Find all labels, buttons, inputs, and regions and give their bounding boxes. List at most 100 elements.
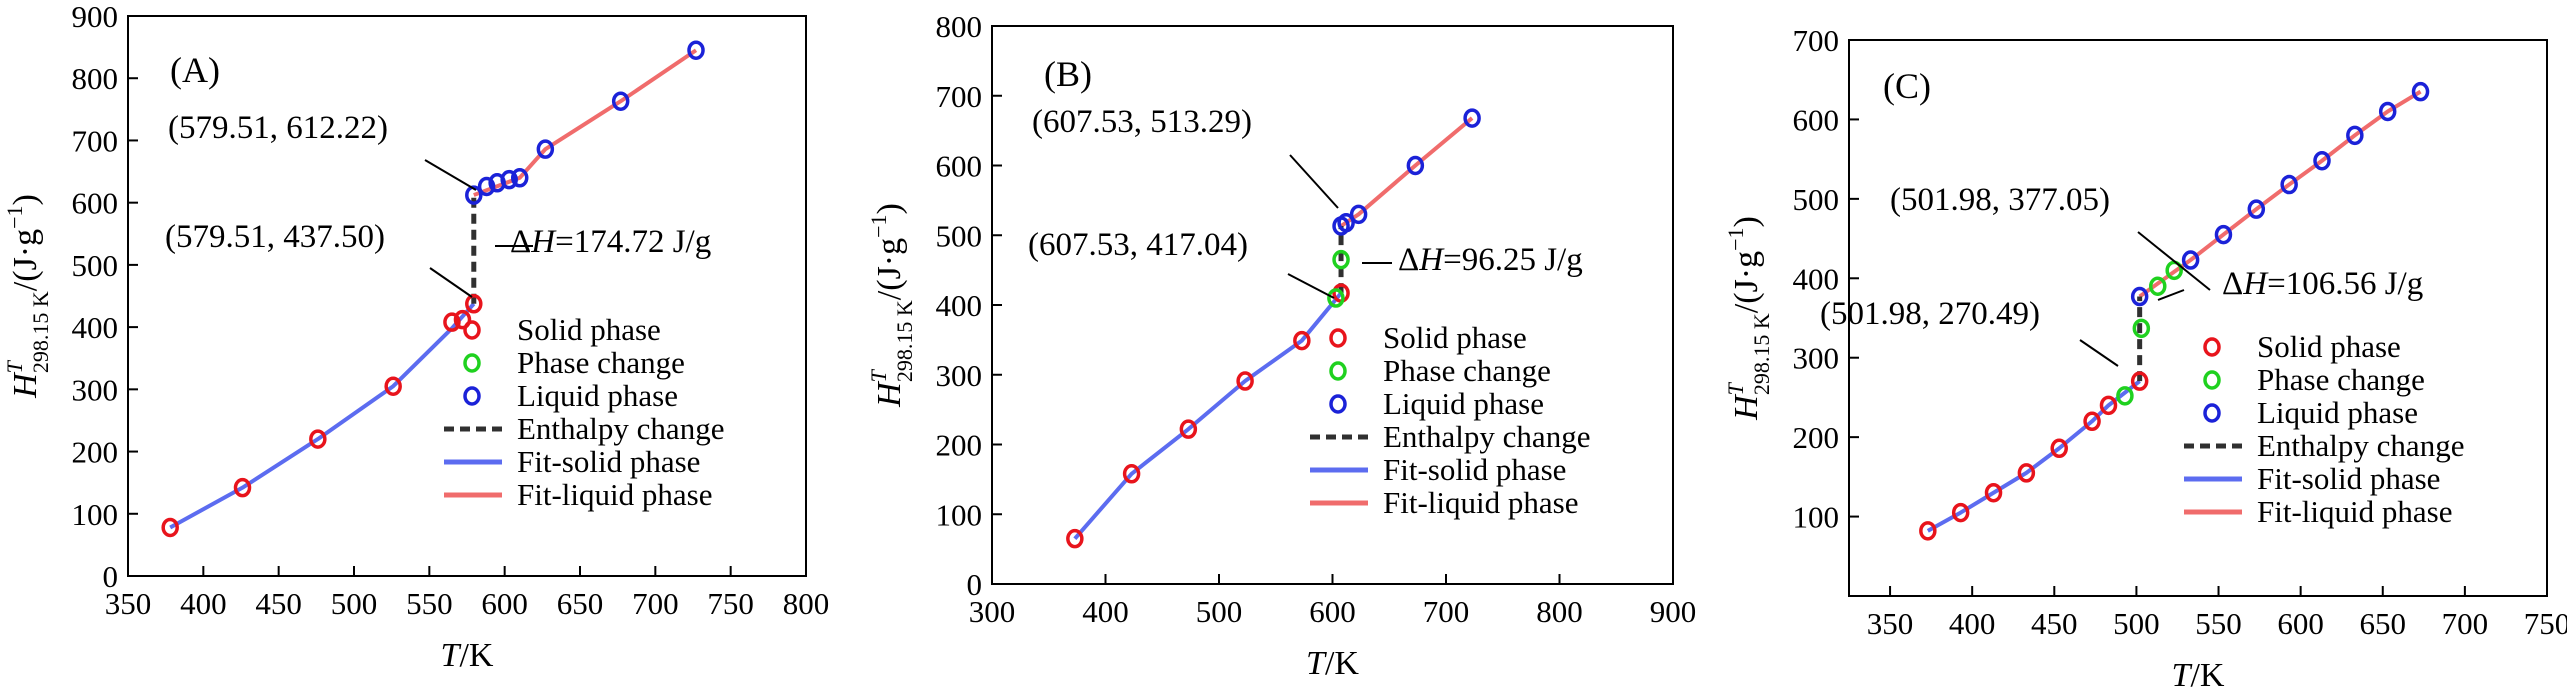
legend-label: Phase change xyxy=(2257,362,2425,397)
solid-phase-point xyxy=(1293,330,1311,351)
legend-label: Enthalpy change xyxy=(2257,428,2464,463)
solid-phase-point xyxy=(384,376,402,396)
x-tick-label: 500 xyxy=(1196,594,1243,629)
legend-item-fit-solid: Fit-solid phase xyxy=(1310,452,1566,487)
y-tick-label: 300 xyxy=(72,372,119,407)
plot-frame xyxy=(127,15,807,577)
solid-phase-point xyxy=(1951,502,1970,523)
legend-item-fit-solid: Fit-solid phase xyxy=(2184,461,2440,496)
x-tick-label: 300 xyxy=(969,594,1016,629)
y-tick-label: 500 xyxy=(936,218,983,253)
liquid-phase-point xyxy=(687,40,705,60)
y-axis-label: HT298.15 K/(J·g−1) xyxy=(1723,216,1774,421)
x-tick-label: 350 xyxy=(105,586,152,621)
y-tick-label: 300 xyxy=(936,358,983,393)
panel-label: (A) xyxy=(170,50,220,90)
annotation-leader xyxy=(1287,273,1335,299)
legend-marker xyxy=(1329,394,1347,414)
solid-phase-point xyxy=(2083,411,2101,432)
legend-marker xyxy=(2203,337,2221,357)
liquid-phase-point xyxy=(1337,212,1355,233)
liquid-phase-point xyxy=(2181,250,2200,270)
annotation-label: ΔH=106.56 J/g xyxy=(2222,266,2423,302)
x-tick-label: 500 xyxy=(331,586,378,621)
legend-item-fit-liquid: Fit-liquid phase xyxy=(2184,494,2452,529)
x-tick-label: 700 xyxy=(632,586,679,621)
legend-item-phase: Phase change xyxy=(1329,353,1551,388)
y-tick-label: 200 xyxy=(1793,420,1840,455)
y-tick-label: 800 xyxy=(72,61,119,96)
x-tick-label: 800 xyxy=(1536,594,1583,629)
x-tick-label: 600 xyxy=(1309,594,1356,629)
x-tick-label: 550 xyxy=(2195,606,2242,641)
liquid-phase-point xyxy=(500,169,518,190)
annotation-label: (501.98, 377.05) xyxy=(1890,182,2110,218)
x-tick-label: 900 xyxy=(1650,594,1697,629)
liquid-phase-point xyxy=(2411,81,2430,102)
solid-phase-point xyxy=(1066,528,1084,549)
legend-label: Fit-solid phase xyxy=(2257,461,2440,496)
liquid-phase-point xyxy=(1349,204,1368,225)
liquid-phase-point xyxy=(2130,286,2149,307)
annotation-label: ΔH=96.25 J/g xyxy=(1398,242,1583,278)
solid-phase-point xyxy=(2050,438,2068,459)
x-tick-label: 750 xyxy=(707,586,754,621)
plot-frame xyxy=(1848,39,2548,597)
legend-item-solid: Solid phase xyxy=(1329,320,1527,355)
solid-phase-point xyxy=(465,294,483,314)
y-tick-label: 600 xyxy=(936,149,983,184)
solid-phase-point xyxy=(1919,521,1937,541)
liquid-phase-point xyxy=(611,91,630,111)
liquid-phase-point xyxy=(536,139,555,159)
liquid-phase-point xyxy=(465,185,483,205)
legend-label: Enthalpy change xyxy=(517,411,724,446)
y-tick-label: 400 xyxy=(936,288,983,323)
legend-label: Fit-liquid phase xyxy=(1383,485,1578,520)
legend-label: Fit-solid phase xyxy=(1383,452,1566,487)
liquid-phase-point xyxy=(2214,224,2233,245)
legend-label: Solid phase xyxy=(2257,329,2401,364)
x-tick-label: 500 xyxy=(2113,606,2160,641)
y-tick-label: 800 xyxy=(936,9,983,44)
legend-label: Liquid phase xyxy=(1383,386,1544,421)
x-tick-label: 600 xyxy=(2277,606,2324,641)
y-tick-label: 0 xyxy=(103,559,119,594)
annotation-label: (579.51, 612.22) xyxy=(168,110,388,146)
x-tick-label: 550 xyxy=(406,586,453,621)
y-tick-label: 700 xyxy=(936,79,983,114)
legend-item-liquid: Liquid phase xyxy=(2203,395,2418,430)
solid-phase-point xyxy=(2017,463,2036,483)
x-tick-label: 400 xyxy=(180,586,227,621)
x-tick-label: 450 xyxy=(2031,606,2078,641)
y-tick-label: 700 xyxy=(72,123,119,158)
legend-marker xyxy=(1329,328,1347,348)
liquid-phase-point xyxy=(2280,174,2298,195)
x-tick-label: 700 xyxy=(1423,594,1470,629)
annotation-label: (501.98, 270.49) xyxy=(1820,296,2040,332)
annotation-leader xyxy=(2079,339,2119,367)
legend-label: Fit-solid phase xyxy=(517,444,700,479)
y-tick-label: 400 xyxy=(72,310,119,345)
legend-marker xyxy=(1329,361,1347,381)
legend-marker xyxy=(2203,370,2221,390)
solid-phase-point xyxy=(1179,419,1198,439)
y-tick-label: 100 xyxy=(936,497,983,532)
annotation-label: ΔH=174.72 J/g xyxy=(510,224,711,260)
legend-item-fit-liquid: Fit-liquid phase xyxy=(1310,485,1578,520)
liquid-phase-point xyxy=(2378,101,2397,122)
panel-label: (C) xyxy=(1883,66,1931,106)
y-tick-label: 600 xyxy=(72,186,119,221)
legend-item-enthalpy: Enthalpy change xyxy=(1310,419,1590,454)
x-tick-label: 350 xyxy=(1867,606,1914,641)
legend-item-enthalpy: Enthalpy change xyxy=(2184,428,2464,463)
legend-label: Liquid phase xyxy=(517,378,678,413)
solid-phase-point xyxy=(453,309,472,330)
y-tick-label: 600 xyxy=(1793,102,1840,137)
x-tick-label: 750 xyxy=(2524,606,2567,641)
legend-marker xyxy=(2203,403,2221,423)
liquid-phase-point xyxy=(2313,150,2331,171)
liquid-phase-point xyxy=(510,168,529,188)
solid-phase-point xyxy=(1122,464,1141,484)
fit-solid-line xyxy=(1073,291,1343,540)
